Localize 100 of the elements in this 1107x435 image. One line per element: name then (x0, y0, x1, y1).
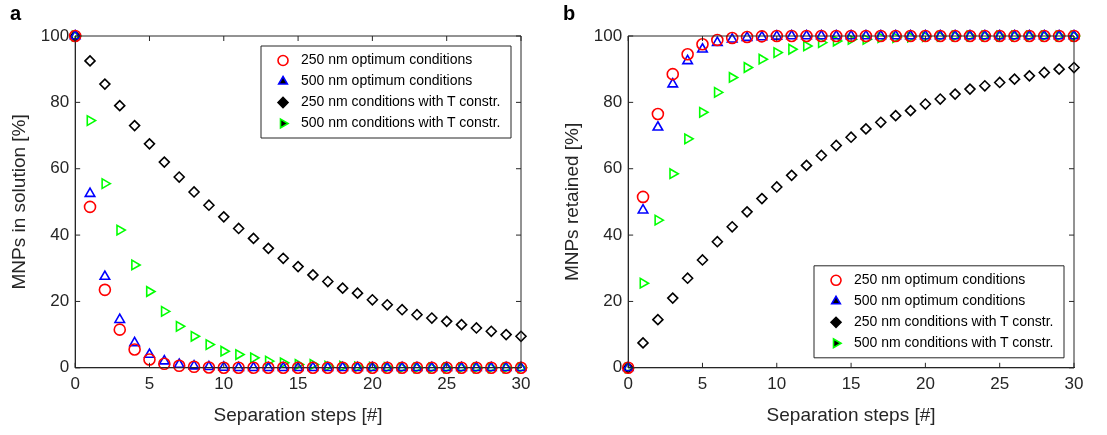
point (713, 86, 724, 98)
point (726, 220, 738, 233)
point (99, 78, 111, 90)
point (143, 348, 156, 359)
point (666, 67, 680, 81)
y-tick-label: 60 (50, 158, 70, 178)
point (785, 169, 798, 182)
point (636, 190, 650, 204)
point (322, 275, 334, 288)
point (485, 325, 498, 338)
point (652, 313, 664, 326)
point (788, 43, 798, 55)
point (114, 313, 126, 324)
point (639, 277, 650, 289)
point (158, 156, 171, 168)
point (515, 330, 527, 343)
point (875, 116, 887, 129)
point (128, 119, 141, 132)
point (101, 178, 112, 190)
point (187, 360, 201, 374)
point (1023, 70, 1036, 82)
point (756, 192, 768, 205)
legend-label: 250 nm conditions with T constr. (301, 93, 501, 110)
point (426, 312, 438, 324)
point (696, 42, 709, 53)
point (173, 358, 185, 369)
y-tick-label: 20 (603, 291, 623, 311)
point (711, 235, 724, 248)
point (351, 287, 364, 299)
point (98, 283, 112, 297)
point (366, 293, 379, 306)
point (743, 61, 754, 74)
x-tick-label: 15 (288, 373, 308, 393)
point (696, 38, 709, 51)
point (1008, 73, 1021, 85)
y-tick-label: 60 (603, 158, 623, 178)
point (860, 123, 872, 135)
y-tick-label: 100 (593, 25, 623, 45)
point (862, 33, 873, 45)
y-tick-label: 20 (50, 291, 70, 311)
point (993, 76, 1006, 89)
x-tick-label: 20 (362, 373, 382, 393)
point (500, 328, 512, 341)
point (277, 252, 290, 265)
y-tick-label: 0 (612, 357, 623, 377)
point (129, 336, 141, 347)
point (741, 206, 753, 218)
point (934, 93, 947, 105)
legend-label: 250 nm optimum conditions (854, 271, 1026, 288)
point (113, 323, 127, 336)
point (116, 224, 127, 236)
legend-label: 500 nm conditions with T constr. (854, 334, 1054, 351)
point (381, 298, 394, 311)
x-tick-label: 5 (697, 373, 708, 393)
point (637, 337, 649, 349)
y-tick-label: 0 (59, 357, 70, 377)
point (815, 149, 828, 162)
point (845, 131, 857, 143)
x-tick-label: 10 (214, 373, 234, 393)
point (203, 199, 215, 212)
point (637, 203, 649, 214)
point (307, 269, 319, 281)
point (979, 79, 991, 92)
point (84, 187, 96, 198)
point (158, 354, 170, 365)
point (652, 120, 664, 131)
y-tick-label: 40 (603, 224, 623, 244)
point (190, 330, 201, 342)
point (84, 55, 96, 67)
point (669, 168, 680, 180)
point (188, 359, 200, 370)
x-tick-label: 25 (437, 373, 457, 393)
x-tick-label: 15 (841, 373, 861, 393)
point (172, 359, 186, 373)
point (83, 200, 97, 214)
point (128, 343, 141, 356)
point (205, 339, 216, 351)
point (292, 260, 304, 273)
point (681, 272, 694, 285)
point (143, 353, 156, 366)
point (651, 107, 665, 121)
point (773, 47, 784, 59)
point (217, 211, 230, 223)
point (728, 71, 739, 84)
point (889, 109, 902, 122)
point (336, 282, 349, 294)
point (1038, 66, 1051, 79)
y-tick-label: 100 (40, 25, 70, 45)
point (99, 270, 111, 281)
x-tick-label: 30 (1064, 373, 1084, 393)
y-tick-label: 40 (50, 224, 70, 244)
point (440, 315, 453, 328)
point (682, 54, 694, 65)
legend-label: 250 nm conditions with T constr. (854, 313, 1054, 330)
point (145, 285, 156, 298)
point (113, 99, 126, 112)
y-tick-label: 80 (603, 92, 623, 112)
y-tick-label: 80 (50, 92, 70, 112)
x-tick-label: 20 (915, 373, 935, 393)
point (684, 133, 694, 145)
